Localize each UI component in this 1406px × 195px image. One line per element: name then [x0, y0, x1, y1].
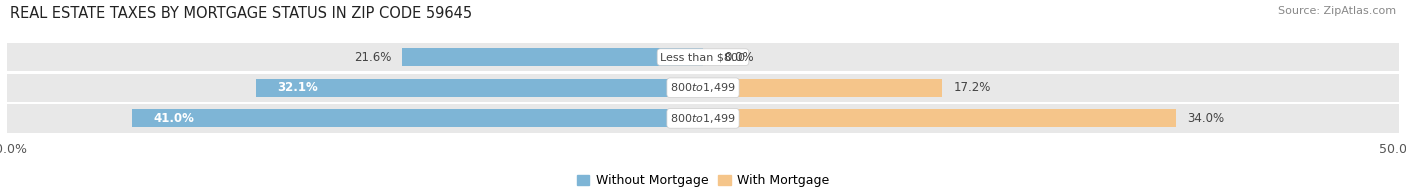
Bar	[402, 48, 703, 66]
Text: $800 to $1,499: $800 to $1,499	[671, 112, 735, 125]
Text: $800 to $1,499: $800 to $1,499	[671, 81, 735, 94]
Text: 32.1%: 32.1%	[277, 81, 318, 94]
Bar	[703, 79, 942, 97]
Bar	[7, 43, 1399, 71]
Text: Source: ZipAtlas.com: Source: ZipAtlas.com	[1278, 6, 1396, 16]
Legend: Without Mortgage, With Mortgage: Without Mortgage, With Mortgage	[572, 169, 834, 192]
Bar	[7, 74, 1399, 102]
Text: 17.2%: 17.2%	[953, 81, 991, 94]
Bar	[256, 79, 703, 97]
Text: Less than $800: Less than $800	[661, 52, 745, 62]
Text: REAL ESTATE TAXES BY MORTGAGE STATUS IN ZIP CODE 59645: REAL ESTATE TAXES BY MORTGAGE STATUS IN …	[10, 6, 472, 21]
Text: 41.0%: 41.0%	[153, 112, 194, 125]
Text: 34.0%: 34.0%	[1188, 112, 1225, 125]
Bar	[7, 104, 1399, 133]
Bar	[703, 109, 1177, 127]
Text: 21.6%: 21.6%	[354, 51, 391, 64]
Text: 0.0%: 0.0%	[724, 51, 754, 64]
Bar	[132, 109, 703, 127]
